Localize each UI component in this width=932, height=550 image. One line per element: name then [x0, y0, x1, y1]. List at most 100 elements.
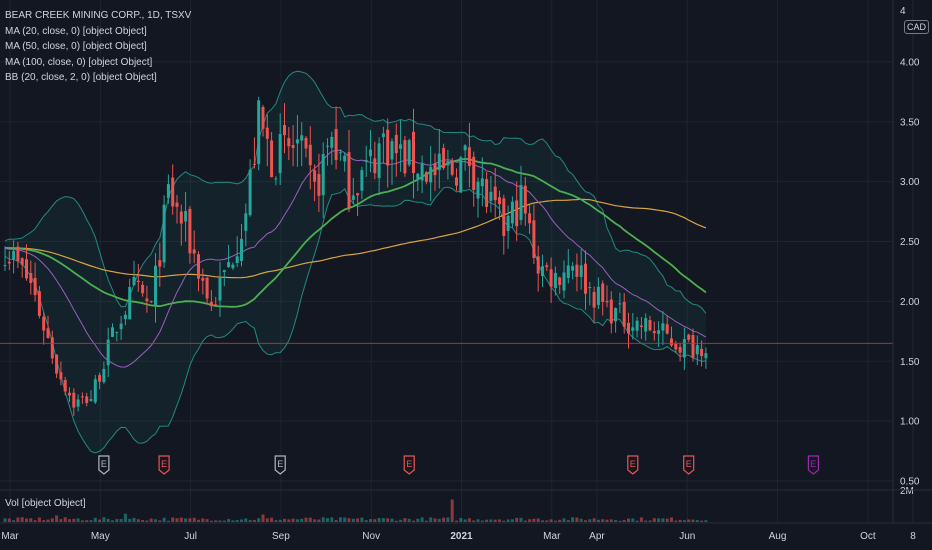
- candle: [631, 313, 635, 340]
- volume-bar: [695, 520, 699, 522]
- earnings-marker[interactable]: E: [158, 455, 170, 475]
- candle: [119, 315, 123, 340]
- earnings-marker[interactable]: E: [98, 455, 110, 475]
- legend-title[interactable]: BEAR CREEK MINING CORP., 1D, TSXV: [5, 10, 192, 21]
- volume-bar: [360, 517, 364, 522]
- earnings-marker[interactable]: E: [403, 455, 415, 475]
- candle: [661, 311, 665, 345]
- bb-fill: [5, 71, 706, 453]
- candle-body: [601, 283, 605, 302]
- volume-bar: [678, 519, 682, 522]
- volume-bar: [639, 517, 643, 522]
- volume-bar: [240, 519, 243, 522]
- candle: [592, 286, 596, 323]
- volume-bar: [3, 518, 7, 522]
- candle: [270, 131, 274, 178]
- volume-bar: [33, 520, 37, 522]
- candle: [541, 254, 544, 288]
- candle: [240, 224, 243, 267]
- volume-bar: [338, 517, 342, 522]
- volume-bar: [510, 519, 514, 522]
- earnings-marker[interactable]: E: [627, 455, 639, 475]
- candle-body: [420, 164, 424, 181]
- candle-body: [274, 178, 278, 180]
- candle: [93, 374, 97, 405]
- candle-body: [321, 154, 325, 196]
- candle-body: [171, 177, 175, 207]
- volume-bar: [601, 519, 605, 522]
- candle: [639, 316, 643, 339]
- earnings-marker-label: E: [630, 459, 636, 469]
- candle-body: [515, 200, 519, 227]
- volume-bar: [571, 517, 575, 522]
- volume-bar: [291, 518, 295, 522]
- candle-body: [545, 265, 549, 268]
- candle: [184, 192, 188, 242]
- candle-body: [541, 266, 544, 277]
- indicator-legend: BEAR CREEK MINING CORP., 1D, TSXV MA (20…: [5, 8, 191, 86]
- legend-ma50[interactable]: MA (50, close, 0) [object Object]: [5, 41, 147, 52]
- candle: [141, 281, 145, 297]
- volume-bar: [674, 520, 678, 522]
- volume-bar: [442, 517, 446, 522]
- price-tick-label: 1.50: [900, 357, 920, 368]
- volume-bar: [455, 520, 458, 522]
- volume-bar: [334, 519, 338, 522]
- earnings-marker[interactable]: E: [683, 455, 695, 475]
- volume-bar: [394, 520, 398, 522]
- volume-bar: [700, 520, 704, 522]
- earnings-marker-label: E: [161, 459, 167, 469]
- candle-body: [493, 186, 497, 201]
- ma100-line: [4, 198, 707, 279]
- volume-bar: [98, 519, 102, 522]
- price-axis[interactable]: 0.50 1.00 1.50 2.00 2.50 3.00 3.50 4.00 4 2M: [900, 6, 920, 497]
- earnings-marker-shape: [98, 455, 110, 475]
- volume-bar: [321, 517, 325, 522]
- candle: [558, 276, 562, 294]
- price-tick-label: 3.00: [900, 177, 920, 188]
- candle: [446, 149, 450, 180]
- volume-bar: [46, 519, 50, 522]
- candle: [498, 190, 501, 220]
- candle: [386, 118, 390, 188]
- legend-ma20[interactable]: MA (20, close, 0) [object Object]: [5, 25, 147, 37]
- volume-bar: [119, 518, 123, 522]
- volume-bar: [622, 520, 626, 522]
- earnings-marker[interactable]: E: [274, 455, 286, 475]
- candle: [523, 177, 527, 226]
- candle: [171, 164, 175, 215]
- volume-bar: [227, 518, 231, 522]
- legend-ma100[interactable]: MA (100, close, 0) [object Object]: [5, 56, 153, 68]
- earnings-marker-label: E: [101, 459, 107, 469]
- candle: [136, 264, 140, 292]
- volume-bar: [244, 518, 248, 522]
- time-tick-label: Oct: [860, 531, 876, 542]
- currency-badge[interactable]: CAD: [904, 20, 930, 34]
- volume-bar: [369, 519, 372, 522]
- earnings-marker-label: E: [686, 459, 692, 469]
- candle-body: [467, 147, 471, 167]
- candle-body: [240, 238, 243, 262]
- time-axis[interactable]: Mar May Jul Sep Nov 2021 Mar Apr Jun Aug Oct 8: [1, 531, 916, 542]
- volume-bar: [179, 517, 183, 522]
- candle-body: [192, 249, 196, 254]
- volume-bar: [476, 519, 480, 522]
- candle: [588, 281, 592, 306]
- legend-bb[interactable]: BB (20, close, 2, 0) [object Object]: [5, 72, 157, 83]
- earnings-marker[interactable]: E: [807, 455, 819, 475]
- candle-body: [63, 380, 67, 392]
- candle-body: [175, 202, 179, 207]
- volume-bar: [283, 518, 286, 522]
- candle: [657, 321, 661, 348]
- volume-legend[interactable]: Vol [object Object]: [5, 498, 86, 509]
- candle-body: [536, 256, 540, 274]
- candle-body: [373, 158, 377, 174]
- candle: [197, 251, 200, 292]
- candle-body: [59, 372, 63, 380]
- candle-body: [12, 250, 16, 260]
- candle: [68, 387, 71, 402]
- volume-bar: [661, 518, 665, 522]
- candle-body: [205, 277, 209, 299]
